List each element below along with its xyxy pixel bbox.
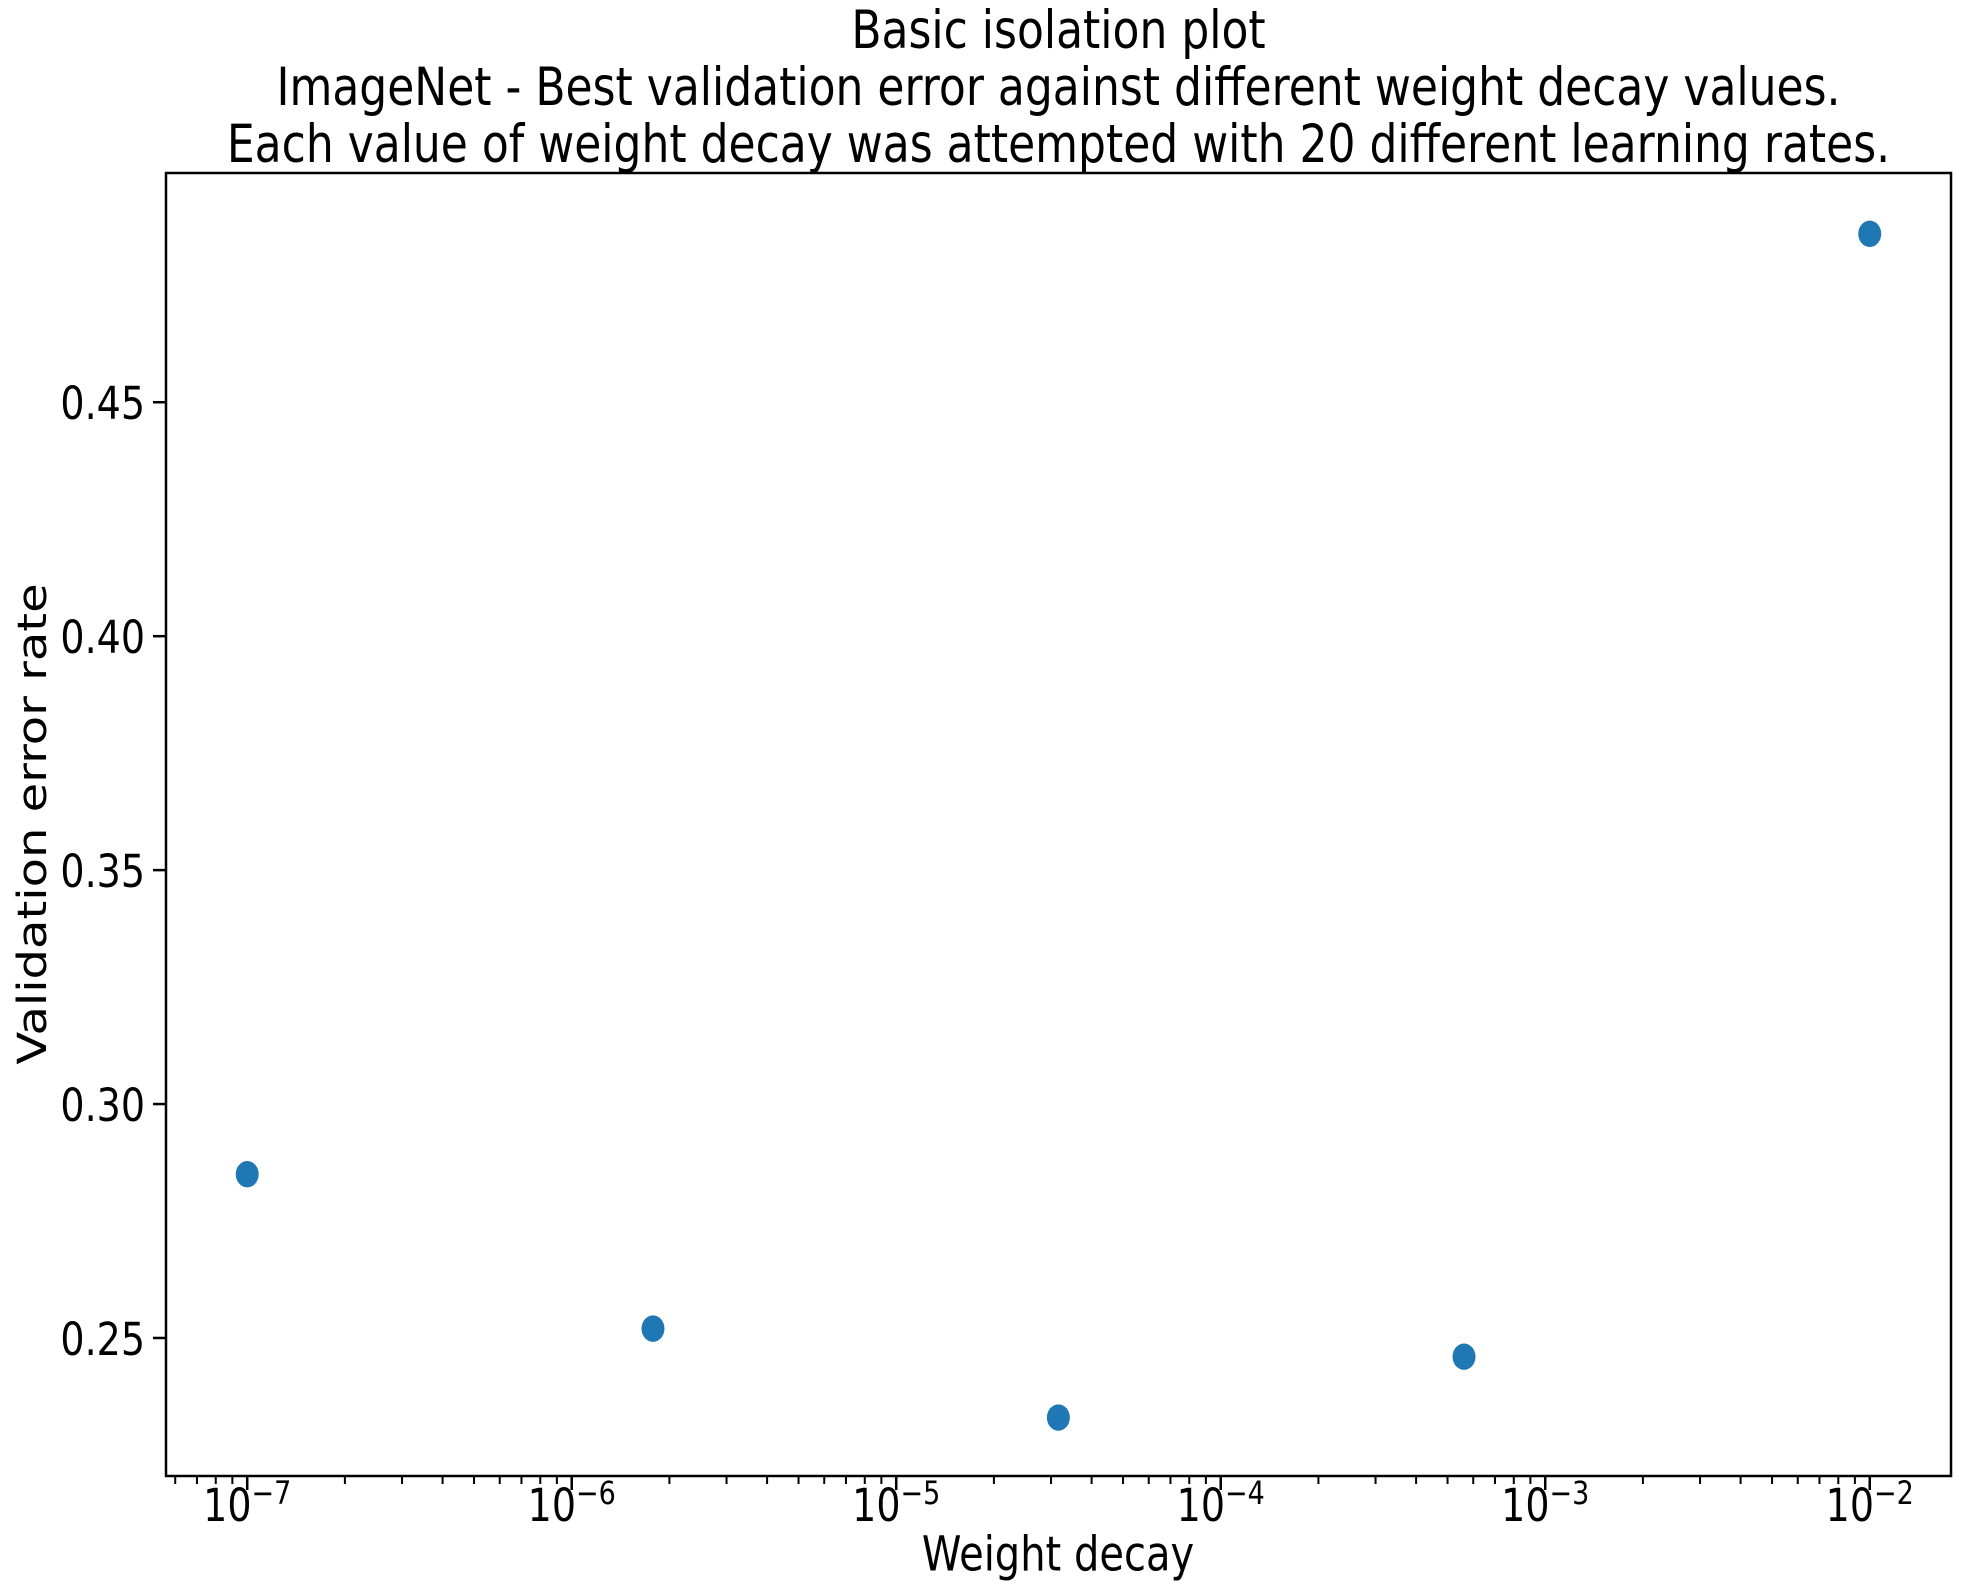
data-point (641, 1315, 665, 1342)
plot-frame (164, 171, 1953, 1478)
y-tick-label: 0.30 (60, 1078, 145, 1131)
title-line-1: Basic isolation plot (851, 0, 1266, 62)
data-point (1858, 220, 1882, 248)
title-line-3: Each value of weight decay was attempted… (226, 113, 1891, 176)
y-tick-label: 0.40 (60, 611, 145, 664)
y-tick-label: 0.35 (60, 845, 145, 898)
x-tick-label: 10−3 (1501, 1475, 1589, 1532)
data-point (235, 1161, 259, 1188)
data-point (1046, 1404, 1070, 1431)
x-tick-label: 10−7 (203, 1475, 291, 1532)
y-axis-label: Validation error rate (10, 583, 56, 1065)
x-tick-label: 10−4 (1177, 1475, 1265, 1532)
title-line-2: ImageNet - Best validation error against… (276, 56, 1841, 119)
data-point (1452, 1343, 1476, 1370)
y-tick-label: 0.25 (60, 1312, 145, 1365)
x-tick-label: 10−2 (1826, 1475, 1914, 1532)
x-axis-label: Weight decay (921, 1527, 1195, 1583)
chart-title: Basic isolation plot ImageNet - Best val… (166, 0, 1951, 175)
x-tick-label: 10−5 (852, 1475, 940, 1532)
y-tick-label: 0.45 (60, 377, 145, 430)
x-tick-label: 10−6 (528, 1475, 616, 1532)
